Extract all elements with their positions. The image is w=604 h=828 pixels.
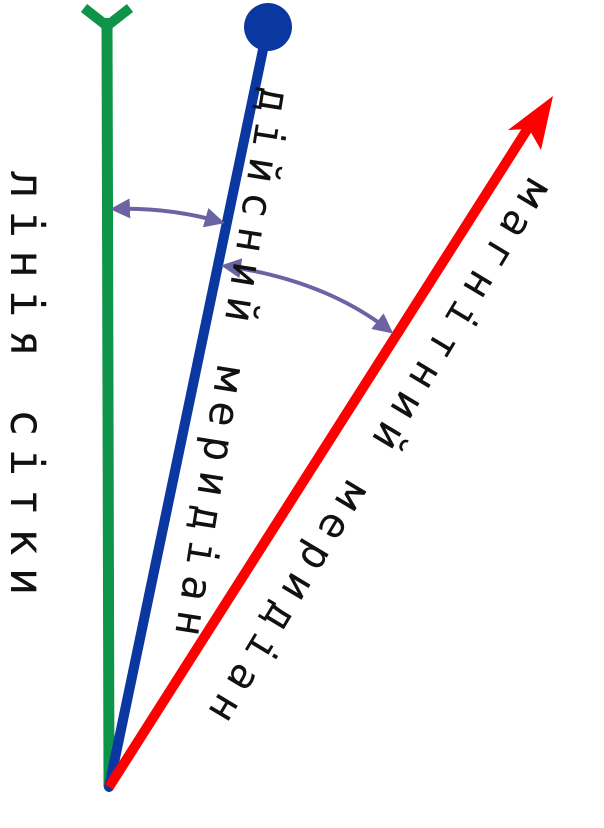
grid-line — [101, 17, 115, 788]
magnetic-meridian-arrowhead — [508, 96, 553, 150]
true-meridian-line — [104, 35, 270, 792]
magnetic-meridian-line — [104, 122, 535, 790]
magnetic-declination-angle-arc — [221, 258, 394, 334]
grid-line-label: лінія сітки — [0, 171, 54, 608]
grid-convergence-angle-arc — [110, 198, 225, 228]
true-meridian-end-dot — [244, 3, 292, 51]
grid-line-fork-head — [80, 4, 134, 40]
true-meridian-label: дійсний меридіан — [164, 84, 301, 649]
